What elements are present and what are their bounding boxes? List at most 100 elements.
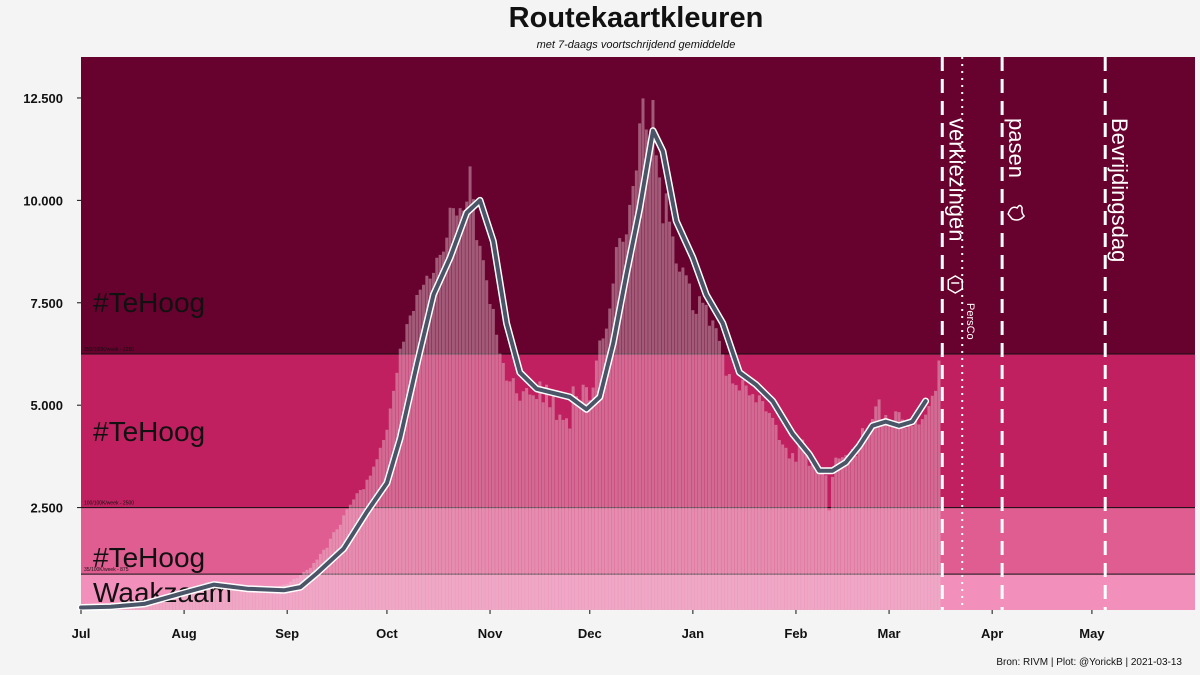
- daily-bar: [827, 510, 831, 610]
- daily-bar: [249, 590, 253, 610]
- daily-bar: [774, 424, 778, 610]
- daily-bar: [272, 588, 276, 610]
- daily-bar: [412, 310, 416, 610]
- daily-bar: [757, 395, 761, 610]
- daily-bar: [565, 418, 569, 610]
- threshold-label-2: 100/100K/week - 2500: [84, 501, 134, 507]
- daily-bar: [924, 414, 928, 610]
- daily-bar: [328, 538, 332, 610]
- daily-bar: [821, 471, 825, 610]
- daily-bar: [501, 362, 505, 610]
- daily-bar: [767, 412, 771, 610]
- daily-bar: [850, 449, 854, 610]
- daily-bar: [445, 237, 449, 610]
- daily-bar: [694, 313, 698, 610]
- daily-bar: [495, 334, 499, 610]
- daily-bar: [481, 260, 485, 610]
- daily-bar: [239, 589, 243, 610]
- daily-bar: [937, 360, 941, 610]
- daily-bar: [644, 129, 648, 610]
- daily-bar: [737, 390, 741, 610]
- daily-bar: [628, 204, 632, 611]
- daily-bar: [398, 348, 402, 610]
- daily-bar: [791, 453, 795, 610]
- daily-bar: [561, 419, 565, 610]
- event-markers: verkiezingen PersCo pasen Bevrijdingsdag: [940, 57, 1132, 610]
- daily-bar: [634, 170, 638, 610]
- daily-bar: [355, 493, 359, 610]
- daily-bar: [681, 267, 685, 610]
- x-tick-label: Dec: [578, 626, 602, 641]
- daily-bar: [212, 587, 216, 610]
- daily-bar: [701, 302, 705, 610]
- daily-bar: [448, 207, 452, 610]
- daily-bar: [505, 380, 509, 610]
- daily-bar: [904, 427, 908, 610]
- daily-bar: [405, 324, 409, 610]
- daily-bar: [362, 489, 366, 610]
- daily-bar: [551, 395, 555, 610]
- daily-bar: [581, 384, 585, 610]
- daily-bar: [385, 429, 389, 610]
- daily-bar: [229, 588, 233, 610]
- threshold-label-3: 250/100K/week - 6250: [84, 347, 134, 353]
- moving-average-line: [77, 127, 930, 611]
- daily-bar: [900, 419, 904, 610]
- daily-bar: [465, 201, 469, 611]
- daily-bar: [741, 379, 745, 610]
- daily-bar: [541, 402, 545, 610]
- daily-bar: [408, 315, 412, 610]
- daily-bar: [684, 275, 688, 610]
- daily-bar: [269, 589, 273, 610]
- daily-bar: [624, 234, 628, 610]
- daily-bar: [897, 412, 901, 610]
- daily-bar: [279, 585, 283, 610]
- daily-bar: [289, 581, 292, 610]
- daily-bar: [425, 275, 429, 610]
- daily-bar: [864, 439, 868, 610]
- daily-bar: [525, 387, 529, 610]
- daily-bar: [744, 385, 748, 610]
- daily-bar: [721, 354, 725, 610]
- y-tick-label: 7.500: [30, 296, 63, 311]
- daily-bar: [814, 469, 818, 610]
- daily-bar: [458, 208, 462, 611]
- daily-bar: [215, 587, 219, 610]
- daily-bar: [674, 263, 678, 610]
- daily-bar: [282, 584, 286, 610]
- daily-bar: [352, 499, 356, 610]
- daily-bar: [867, 427, 871, 610]
- daily-bar: [558, 414, 562, 610]
- daily-bar: [801, 439, 805, 610]
- x-tick-label: Feb: [784, 626, 807, 641]
- daily-bar: [312, 562, 316, 610]
- daily-bar: [651, 100, 655, 610]
- daily-bar: [704, 304, 708, 610]
- daily-bar: [860, 428, 864, 610]
- daily-bar: [831, 476, 835, 610]
- daily-bar: [335, 529, 339, 610]
- daily-bar: [209, 586, 213, 610]
- daily-bar: [594, 360, 598, 610]
- daily-bar: [837, 458, 841, 610]
- daily-bar: [528, 394, 532, 610]
- daily-bar: [611, 283, 615, 610]
- daily-bar: [388, 408, 392, 610]
- daily-bar: [262, 590, 266, 610]
- daily-bar: [461, 210, 465, 610]
- daily-bar: [747, 395, 751, 610]
- daily-bar: [880, 421, 884, 610]
- band-label-3: #TeHoog: [93, 416, 205, 447]
- daily-bar: [392, 390, 396, 610]
- daily-bar: [488, 304, 492, 610]
- daily-bar: [664, 193, 668, 610]
- daily-bar: [185, 588, 189, 610]
- daily-bar: [508, 381, 512, 610]
- daily-bar: [631, 186, 635, 611]
- daily-bar: [415, 294, 419, 610]
- daily-bar: [222, 589, 226, 610]
- daily-bar: [162, 597, 166, 610]
- daily-bar: [910, 426, 914, 610]
- x-tick-label: Mar: [878, 626, 901, 641]
